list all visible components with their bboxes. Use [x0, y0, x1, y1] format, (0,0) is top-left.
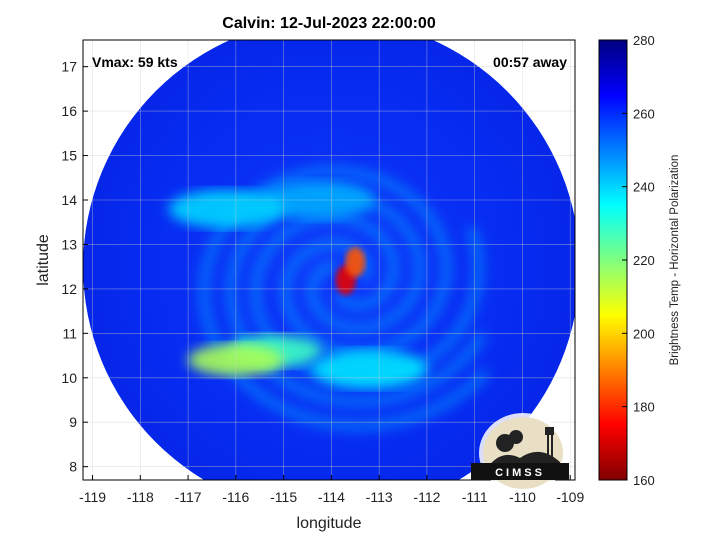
colorbar-ticks: 160 180 200 220 240 260 280	[622, 33, 655, 488]
y-tick-label: 11	[62, 325, 77, 341]
logo-text: CIMSS	[495, 467, 545, 479]
x-tick-label: -111	[462, 489, 488, 505]
y-tick-label: 13	[61, 236, 77, 252]
y-tick-label: 15	[61, 148, 77, 164]
colorbar-label: Brightness Temp - Horizontal Polarizatio…	[669, 155, 681, 366]
x-tick-label: -109	[556, 489, 584, 505]
x-axis-ticks: -119 -118 -117 -116 -115 -114 -113 -112 -111 -110…	[79, 475, 584, 505]
x-tick-label: -116	[222, 489, 249, 505]
vmax-annotation: Vmax: 59 kts	[92, 54, 178, 70]
colorbar-tick-label: 280	[633, 33, 655, 48]
y-tick-label: 12	[61, 281, 77, 297]
colorbar-tick-label: 160	[633, 473, 655, 488]
feature-band-extension	[312, 349, 428, 389]
colorbar-tick-label: 220	[633, 253, 655, 268]
cimss-logo: CIMSS	[471, 413, 569, 493]
feature-west-spiral	[168, 189, 284, 229]
colorbar-tick-label: 200	[633, 326, 655, 341]
feature-inner-eyewall	[345, 247, 366, 278]
x-tick-label: -113	[366, 489, 393, 505]
colorbar-tick-label: 240	[633, 180, 655, 195]
gridlines	[83, 40, 575, 480]
colorbar-tick-label: 260	[633, 106, 655, 121]
y-axis-ticks: 8 9 10 11 12 13 14 15 16 17	[61, 59, 88, 475]
x-tick-label: -114	[318, 489, 345, 505]
x-axis-label: longitude	[297, 515, 362, 532]
x-tick-label: -119	[79, 489, 106, 505]
x-tick-label: -110	[509, 489, 536, 505]
x-tick-label: -112	[413, 489, 440, 505]
feature-layer	[168, 180, 428, 389]
y-tick-label: 16	[61, 103, 77, 119]
y-tick-label: 17	[61, 59, 77, 75]
x-tick-label: -118	[127, 489, 154, 505]
colorbar-tick-label: 180	[633, 400, 655, 415]
x-tick-label: -115	[270, 489, 297, 505]
chart-title: Calvin: 12-Jul-2023 22:00:00	[222, 15, 436, 32]
time-away-annotation: 00:57 away	[493, 54, 567, 70]
plot-frame	[82, 39, 576, 481]
x-tick-label: -117	[175, 489, 202, 505]
y-tick-label: 9	[69, 414, 77, 430]
y-tick-label: 8	[69, 459, 77, 475]
y-tick-label: 10	[61, 370, 77, 386]
y-axis-label: latitude	[35, 234, 52, 286]
y-tick-label: 14	[61, 192, 77, 208]
